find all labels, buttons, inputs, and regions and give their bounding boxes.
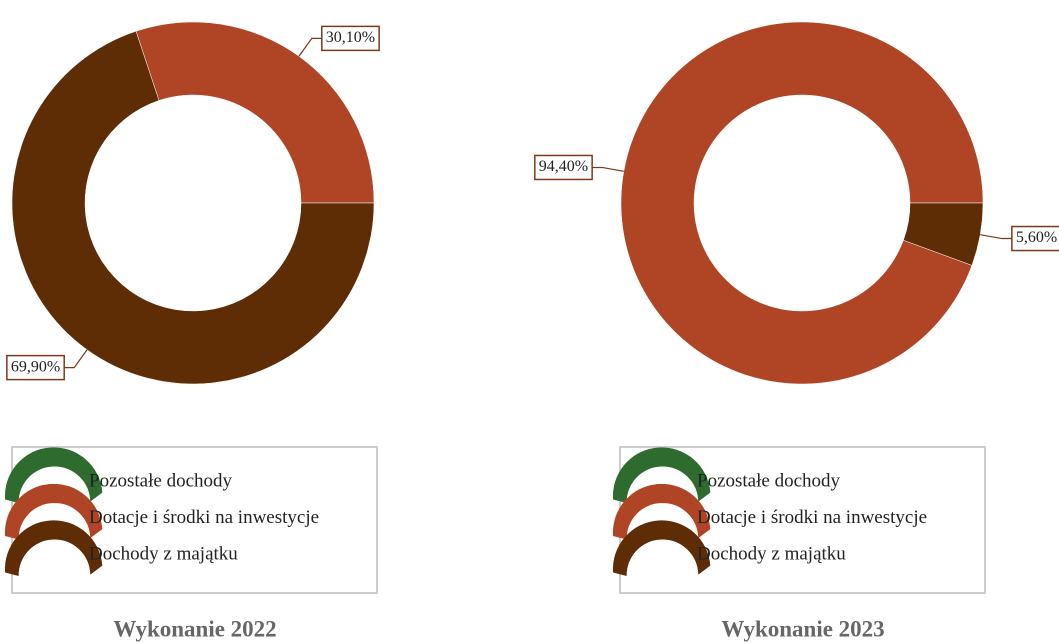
leader-line <box>592 166 624 172</box>
legend: Pozostałe dochody Dotacje i środki na inw… <box>4 446 378 594</box>
data-label-box <box>321 25 380 52</box>
data-label-box <box>6 354 65 381</box>
leader-line <box>980 234 1012 240</box>
legend-swatch <box>4 483 103 540</box>
legend-label: Dotacje i środki na inwestycje <box>697 507 927 528</box>
donut-slice <box>11 30 375 385</box>
legend-label: Pozostałe dochody <box>89 470 233 491</box>
legend-label: Dotacje i środki na inwestycje <box>89 507 319 528</box>
donut-chart: 30,10% 69,90% <box>6 21 380 385</box>
legend-swatch <box>4 520 103 577</box>
data-label: 5,60% <box>1016 229 1057 246</box>
donut-slice <box>135 21 375 204</box>
data-label: 69,90% <box>11 358 60 375</box>
legend-swatch <box>4 447 103 504</box>
chart-title: Wykonanie 2022 <box>113 616 276 641</box>
legend-swatch <box>612 483 711 540</box>
legend-label: Dochody z majątku <box>697 543 846 564</box>
chart-title: Wykonanie 2023 <box>721 616 884 641</box>
data-label: 30,10% <box>326 29 375 46</box>
data-label: 94,40% <box>539 158 588 175</box>
legend-swatch <box>612 447 711 504</box>
leader-line <box>64 349 88 369</box>
donut-chart: 94,40% 5,60% <box>534 21 1059 385</box>
donut-slice <box>903 202 984 266</box>
legend-swatch <box>612 520 711 577</box>
data-label-box <box>534 154 593 181</box>
legend-label: Pozostałe dochody <box>697 470 841 491</box>
legend-label: Dochody z majątku <box>89 543 238 564</box>
legend: Pozostałe dochody Dotacje i środki na inw… <box>612 446 986 594</box>
leader-line <box>298 37 322 57</box>
donut-slice <box>620 21 984 385</box>
data-label-box <box>1011 225 1059 252</box>
